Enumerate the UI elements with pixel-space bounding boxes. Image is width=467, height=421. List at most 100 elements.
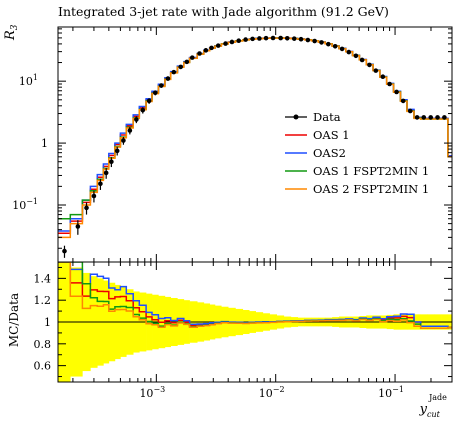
- data-point: [407, 108, 413, 114]
- data-point: [75, 224, 81, 229]
- series-line-1: [58, 37, 452, 232]
- data-point: [250, 36, 255, 42]
- legend-label: Data: [313, 110, 341, 124]
- data-point: [215, 43, 221, 48]
- data-point: [103, 170, 109, 176]
- legend-label: OAS 1: [313, 128, 350, 142]
- y-tick-label-base: 1: [41, 137, 48, 150]
- data-point: [257, 36, 262, 41]
- y-tick-label-ratio: 0.8: [34, 338, 52, 351]
- data-point: [414, 115, 420, 120]
- data-point: [353, 53, 359, 59]
- x-tick-label-exp: −2: [273, 385, 285, 394]
- y-tick-label-exp: 1: [33, 73, 38, 82]
- data-points: [62, 35, 447, 258]
- mc-ratio-histograms: [58, 262, 452, 330]
- data-point: [332, 43, 338, 49]
- data-point: [359, 57, 365, 63]
- data-point: [152, 90, 158, 96]
- x-tick-label-base: 10: [378, 387, 392, 400]
- x-axis-label-sub: cut: [427, 410, 441, 419]
- data-point: [284, 35, 290, 41]
- data-point: [184, 59, 190, 65]
- data-point: [346, 49, 352, 55]
- legend-marker: [293, 114, 299, 120]
- data-point: [189, 55, 195, 60]
- y-tick-label-ratio: 0.6: [34, 360, 52, 373]
- data-point: [84, 205, 89, 211]
- data-point: [373, 68, 379, 73]
- data-point: [305, 37, 311, 43]
- data-point: [339, 46, 345, 52]
- x-tick-label-exp: −3: [153, 385, 165, 394]
- x-axis-label-sup: Jade: [428, 393, 447, 402]
- data-point: [171, 69, 177, 75]
- legend-item-3: OAS 1 FSPT2MIN 1: [285, 164, 429, 178]
- svg-text:R3: R3: [3, 24, 20, 41]
- y-tick-label-base: 10: [19, 75, 33, 88]
- data-point: [278, 35, 283, 41]
- y-tick-label-exp: −1: [26, 197, 38, 206]
- data-point: [428, 115, 434, 120]
- data-point: [400, 98, 406, 104]
- data-point: [146, 98, 152, 104]
- data-point: [109, 159, 114, 165]
- series-ratio-line-3: [58, 262, 452, 330]
- legend-label: OAS2: [313, 146, 346, 160]
- data-point: [114, 148, 120, 154]
- y-axis-label-r: R: [3, 30, 18, 41]
- x-tick-label-base: 10: [259, 387, 273, 400]
- x-tick-label: 10−3: [139, 385, 165, 400]
- y-tick-label-ratio: 1.4: [34, 272, 52, 285]
- y-tick-label-ratio: 1.2: [34, 294, 52, 307]
- x-tick-label-base: 10: [139, 387, 153, 400]
- data-point: [197, 51, 202, 56]
- data-point: [62, 248, 67, 254]
- data-point: [291, 36, 297, 41]
- data-point: [442, 115, 447, 120]
- legend-item-2: OAS2: [285, 146, 346, 160]
- series-line-3: [58, 37, 452, 239]
- data-point: [158, 83, 164, 88]
- data-point: [127, 128, 133, 133]
- legend: Data OAS 1 OAS2 OAS 1 FSPT2MIN 1 OAS 2 FSPT2…: [285, 110, 429, 196]
- data-point: [421, 115, 427, 120]
- y-tick-label: 10−1: [12, 197, 38, 212]
- x-axis-label: Jade y cut: [419, 393, 448, 419]
- data-point: [223, 41, 228, 46]
- mc-histograms: [58, 37, 452, 239]
- data-point: [435, 115, 440, 120]
- data-point: [387, 81, 392, 87]
- y-ticks-ratio: 0.6 0.8 1 1.2 1.4: [34, 266, 452, 378]
- series-line-0: [58, 37, 452, 234]
- chart-title: Integrated 3-jet rate with Jade algorith…: [58, 4, 389, 19]
- data-point: [91, 193, 97, 199]
- data-point: [380, 74, 386, 80]
- data-point: [236, 38, 242, 44]
- data-point: [319, 40, 324, 45]
- data-point: [243, 37, 248, 42]
- x-tick-label: 10−2: [259, 385, 285, 400]
- data-point: [134, 117, 139, 122]
- data-point: [203, 48, 209, 53]
- data-point: [270, 35, 276, 41]
- data-point: [98, 181, 103, 187]
- ratio-panel: 10−3 10−2 10−10.60.811.21.4: [34, 27, 453, 400]
- data-point: [367, 62, 372, 68]
- y-tick-label: 101: [19, 73, 38, 88]
- y-axis-label-top: R3: [3, 24, 20, 41]
- y-axis-label-ratio: MC/Data: [7, 293, 21, 347]
- y-tick-label-base: 10: [12, 199, 26, 212]
- data-point: [298, 36, 304, 42]
- x-tick-label-exp: −1: [392, 385, 404, 394]
- data-point: [394, 89, 399, 95]
- y-tick-label-ratio: 1: [44, 316, 51, 329]
- legend-label: OAS 1 FSPT2MIN 1: [313, 164, 429, 178]
- data-point: [140, 107, 146, 113]
- data-point: [326, 41, 331, 47]
- data-point: [165, 76, 171, 81]
- legend-label: OAS 2 FSPT2MIN 1: [313, 182, 429, 196]
